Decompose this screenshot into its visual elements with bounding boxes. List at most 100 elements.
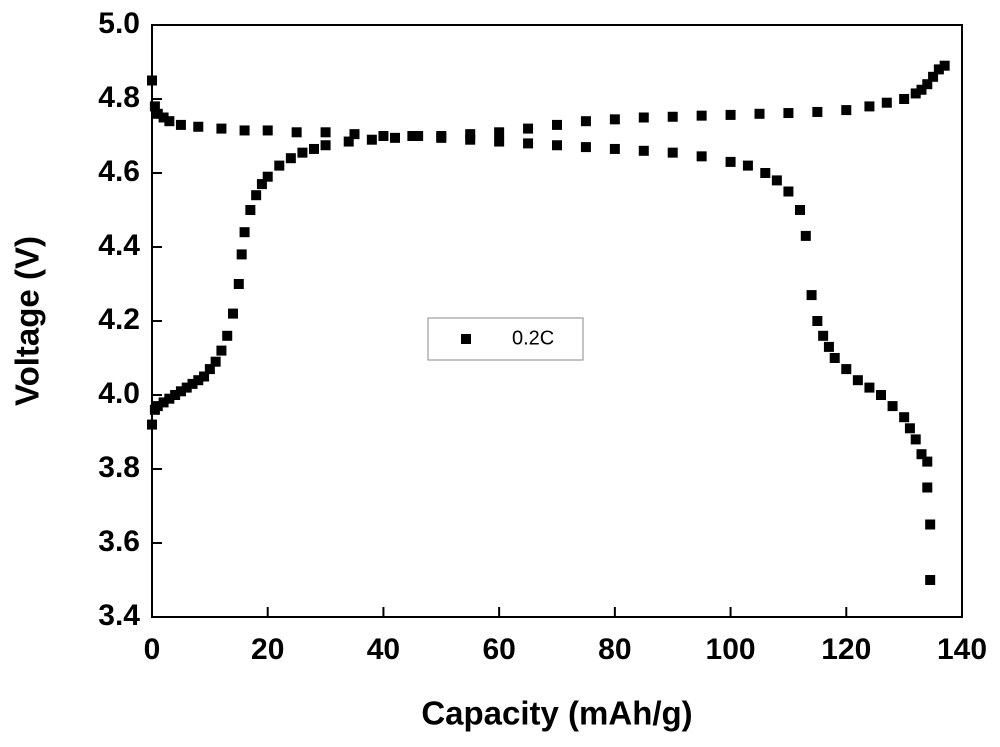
point bbox=[193, 121, 204, 132]
point bbox=[806, 290, 817, 301]
point bbox=[181, 382, 192, 393]
point bbox=[916, 84, 927, 95]
point bbox=[795, 205, 805, 215]
point bbox=[922, 456, 933, 467]
point bbox=[465, 134, 476, 145]
x-tick-label: 40 bbox=[367, 633, 400, 666]
point bbox=[933, 64, 944, 75]
x-tick-label: 20 bbox=[251, 633, 284, 666]
point bbox=[309, 143, 319, 154]
point bbox=[228, 308, 238, 319]
point bbox=[609, 143, 620, 154]
point bbox=[523, 123, 534, 134]
point bbox=[552, 119, 562, 130]
point bbox=[349, 129, 360, 140]
point bbox=[147, 419, 157, 430]
point bbox=[158, 397, 169, 408]
point bbox=[852, 375, 863, 386]
point bbox=[494, 136, 505, 147]
point bbox=[580, 142, 591, 153]
y-tick-label: 4.2 bbox=[98, 303, 140, 336]
point bbox=[366, 134, 377, 145]
legend-marker bbox=[461, 334, 471, 344]
point bbox=[922, 79, 933, 90]
point bbox=[760, 168, 771, 178]
point bbox=[754, 108, 765, 119]
point bbox=[580, 116, 591, 127]
point bbox=[170, 390, 181, 400]
point bbox=[262, 125, 273, 136]
point bbox=[696, 110, 707, 121]
y-tick-label: 4.6 bbox=[98, 155, 140, 188]
point bbox=[925, 519, 936, 530]
x-axis-title: Capacity (mAh/g) bbox=[421, 695, 692, 732]
point bbox=[904, 423, 915, 434]
point bbox=[175, 386, 186, 397]
point bbox=[320, 127, 331, 138]
point bbox=[147, 75, 157, 86]
x-tick-label: 80 bbox=[598, 633, 631, 666]
point bbox=[864, 382, 875, 393]
x-tick-label: 120 bbox=[821, 633, 871, 666]
point bbox=[343, 136, 354, 147]
point bbox=[204, 364, 215, 375]
point bbox=[199, 371, 210, 382]
point bbox=[916, 449, 927, 460]
point bbox=[285, 153, 296, 164]
point bbox=[291, 127, 302, 138]
point bbox=[465, 129, 476, 140]
point bbox=[251, 190, 262, 201]
point bbox=[187, 378, 198, 389]
point bbox=[552, 140, 562, 151]
point bbox=[239, 227, 250, 238]
point bbox=[922, 482, 933, 493]
point bbox=[725, 156, 736, 167]
point bbox=[320, 140, 331, 151]
point bbox=[152, 108, 163, 119]
point bbox=[939, 60, 950, 71]
point bbox=[638, 145, 649, 156]
point bbox=[818, 330, 829, 341]
point bbox=[236, 249, 247, 260]
point bbox=[256, 179, 267, 190]
point bbox=[193, 375, 204, 386]
point bbox=[783, 108, 794, 119]
point bbox=[245, 205, 256, 215]
point bbox=[742, 160, 753, 171]
point bbox=[812, 106, 823, 117]
point bbox=[494, 127, 505, 138]
legend-label: 0.2C bbox=[512, 327, 554, 349]
point bbox=[216, 123, 227, 134]
point bbox=[899, 412, 910, 423]
point bbox=[876, 390, 886, 400]
x-tick-label: 140 bbox=[937, 633, 987, 666]
y-tick-label: 3.6 bbox=[98, 525, 140, 558]
point bbox=[910, 434, 921, 445]
point bbox=[297, 147, 308, 158]
point bbox=[164, 393, 175, 404]
y-tick-label: 5.0 bbox=[98, 7, 140, 40]
legend-box bbox=[427, 317, 584, 361]
point bbox=[274, 160, 285, 171]
point bbox=[667, 111, 678, 122]
point bbox=[239, 125, 250, 136]
point bbox=[667, 147, 678, 158]
point bbox=[881, 97, 892, 108]
point bbox=[841, 105, 852, 116]
point bbox=[407, 131, 418, 141]
y-tick-label: 3.8 bbox=[98, 451, 140, 484]
point bbox=[812, 316, 823, 326]
x-tick-label: 100 bbox=[706, 633, 756, 666]
point bbox=[609, 114, 620, 125]
point bbox=[841, 364, 852, 375]
point bbox=[523, 138, 534, 149]
x-tick-label: 0 bbox=[144, 633, 161, 666]
point bbox=[210, 356, 221, 367]
y-tick-label: 4.0 bbox=[98, 377, 140, 410]
point bbox=[928, 71, 939, 82]
point bbox=[164, 116, 175, 127]
y-tick-label: 3.4 bbox=[98, 599, 140, 632]
point bbox=[925, 575, 936, 585]
